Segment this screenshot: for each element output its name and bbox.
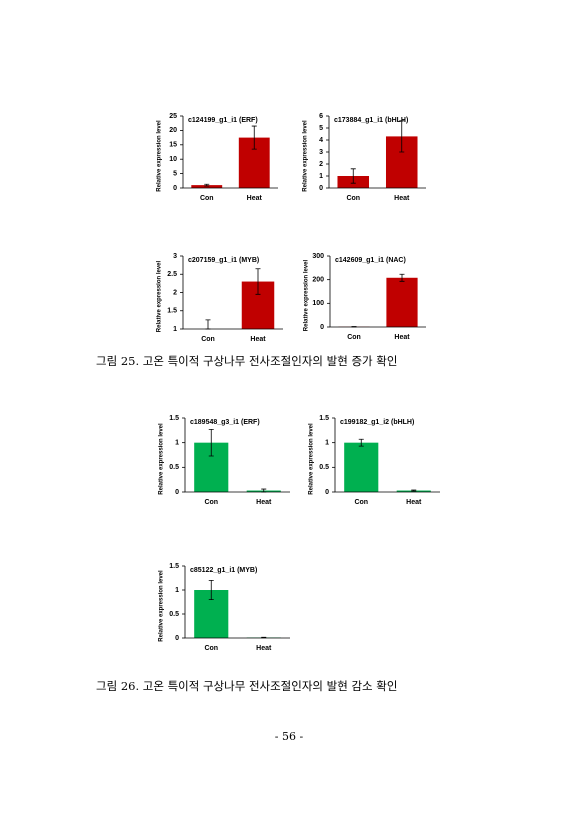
y-tick-label: 1 bbox=[319, 173, 323, 180]
axis bbox=[329, 256, 426, 328]
y-tick-label: 10 bbox=[169, 156, 177, 163]
y-tick-label: 6 bbox=[319, 113, 323, 120]
y-axis-label: Relative expression level bbox=[157, 260, 163, 332]
y-tick-label: 2 bbox=[173, 289, 177, 296]
bar bbox=[344, 442, 379, 492]
error-bar bbox=[411, 489, 417, 492]
y-axis-label: Relative expression level bbox=[159, 570, 165, 642]
x-tick-label: Heat bbox=[394, 334, 410, 341]
y-tick-label: 200 bbox=[312, 277, 324, 284]
y-tick-label: 1.5 bbox=[169, 563, 179, 570]
x-tick-label: Heat bbox=[406, 499, 422, 506]
figure-caption: 그림 26. 고온 특이적 구상나무 전사조절인자의 발현 감소 확인 bbox=[96, 679, 397, 693]
y-tick-label: 1.5 bbox=[167, 308, 177, 315]
y-tick-label: 2 bbox=[319, 161, 323, 168]
y-axis-label: Relative expression level bbox=[303, 120, 309, 192]
axis bbox=[328, 116, 426, 189]
x-tick-label: Heat bbox=[247, 195, 263, 202]
y-tick-label: 1.5 bbox=[319, 415, 329, 422]
bar bbox=[386, 277, 418, 327]
bar bbox=[191, 185, 223, 188]
chart-title: c124199_g1_i1 (ERF) bbox=[188, 117, 258, 124]
y-tick-label: 5 bbox=[319, 125, 323, 132]
y-tick-label: 2.5 bbox=[167, 271, 177, 278]
error-bar bbox=[358, 438, 364, 447]
y-tick-label: 0 bbox=[173, 185, 177, 192]
y-tick-label: 0 bbox=[175, 635, 179, 642]
y-tick-label: 1 bbox=[175, 587, 179, 594]
y-tick-label: 1 bbox=[173, 326, 177, 333]
chart-title: c173884_g1_i1 (bHLH) bbox=[334, 117, 408, 124]
axis bbox=[184, 566, 290, 639]
page-number: - 56 - bbox=[275, 730, 304, 743]
error-bar bbox=[350, 168, 356, 184]
chart-title: c142609_g1_i1 (NAC) bbox=[335, 257, 406, 264]
error-bar bbox=[399, 120, 405, 153]
chart-title: c199182_g1_i2 (bHLH) bbox=[340, 419, 414, 426]
x-tick-label: Heat bbox=[250, 336, 266, 343]
axis bbox=[182, 256, 283, 330]
x-tick-label: Con bbox=[204, 645, 218, 652]
x-tick-label: Con bbox=[347, 334, 361, 341]
error-bar bbox=[208, 580, 214, 600]
y-tick-label: 1 bbox=[175, 440, 179, 447]
error-bar bbox=[204, 183, 210, 187]
y-tick-label: 0 bbox=[320, 324, 324, 331]
x-tick-label: Heat bbox=[394, 195, 410, 202]
y-tick-label: 0 bbox=[325, 489, 329, 496]
figure-caption: 그림 25. 고온 특이적 구상나무 전사조절인자의 발현 증가 확인 bbox=[96, 354, 397, 368]
y-tick-label: 0.5 bbox=[169, 611, 179, 618]
y-axis-label: Relative expression level bbox=[159, 423, 165, 495]
y-tick-label: 5 bbox=[173, 170, 177, 177]
y-tick-label: 0 bbox=[175, 489, 179, 496]
y-tick-label: 300 bbox=[312, 253, 324, 260]
y-tick-label: 0 bbox=[319, 185, 323, 192]
chart-title: c85122_g1_i1 (MYB) bbox=[190, 567, 257, 574]
error-bar bbox=[208, 428, 214, 457]
x-tick-label: Con bbox=[200, 195, 214, 202]
axis bbox=[334, 418, 440, 493]
x-tick-label: Heat bbox=[256, 645, 272, 652]
y-axis-label: Relative expression level bbox=[309, 423, 315, 495]
y-tick-label: 1.5 bbox=[169, 415, 179, 422]
error-bar bbox=[205, 319, 211, 330]
x-tick-label: Con bbox=[204, 499, 218, 506]
axis bbox=[182, 116, 278, 189]
x-tick-label: Con bbox=[201, 336, 215, 343]
y-tick-label: 15 bbox=[169, 142, 177, 149]
y-tick-label: 3 bbox=[319, 149, 323, 156]
error-bar bbox=[251, 125, 257, 150]
chart-title: c207159_g1_i1 (MYB) bbox=[188, 257, 259, 264]
chart-title: c189548_g3_i1 (ERF) bbox=[190, 419, 260, 426]
y-tick-label: 1 bbox=[325, 440, 329, 447]
axis bbox=[184, 418, 290, 493]
y-tick-label: 3 bbox=[173, 253, 177, 260]
x-tick-label: Heat bbox=[256, 499, 272, 506]
x-tick-label: Con bbox=[354, 499, 368, 506]
x-tick-label: Con bbox=[346, 195, 360, 202]
y-tick-label: 4 bbox=[319, 137, 323, 144]
error-bar bbox=[255, 268, 261, 295]
y-axis-label: Relative expression level bbox=[304, 259, 310, 331]
y-tick-label: 0.5 bbox=[319, 464, 329, 471]
error-bar bbox=[399, 273, 405, 282]
y-tick-label: 20 bbox=[169, 127, 177, 134]
y-tick-label: 0.5 bbox=[169, 464, 179, 471]
y-axis-label: Relative expression level bbox=[157, 120, 163, 192]
y-tick-label: 25 bbox=[169, 113, 177, 120]
y-tick-label: 100 bbox=[312, 300, 324, 307]
